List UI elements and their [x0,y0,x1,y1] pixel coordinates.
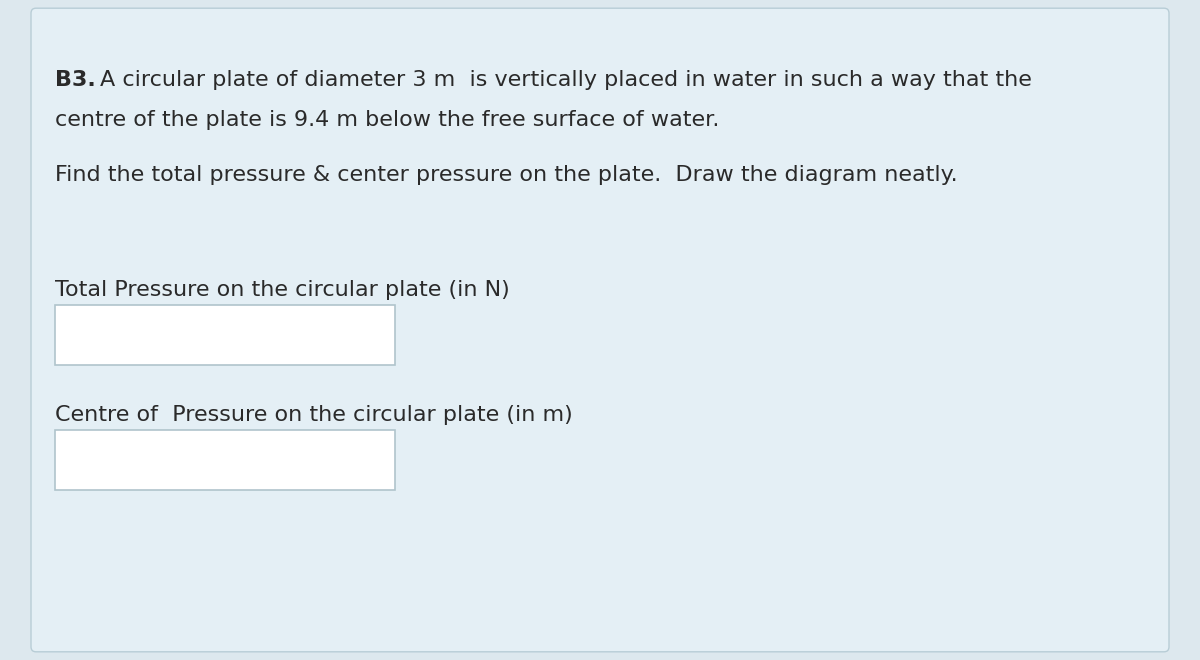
FancyBboxPatch shape [31,8,1169,652]
Bar [55,305,395,365]
Text: Centre of  Pressure on the circular plate (in m): Centre of Pressure on the circular plate… [55,405,572,425]
Bar [55,430,395,490]
Text: centre of the plate is 9.4 m below the free surface of water.: centre of the plate is 9.4 m below the f… [55,110,719,130]
Text: Total Pressure on the circular plate (in N): Total Pressure on the circular plate (in… [55,280,510,300]
Text: A circular plate of diameter 3 m  is vertically placed in water in such a way th: A circular plate of diameter 3 m is vert… [100,70,1032,90]
Text: Find the total pressure & center pressure on the plate.  Draw the diagram neatly: Find the total pressure & center pressur… [55,165,958,185]
Text: B3.: B3. [55,70,96,90]
